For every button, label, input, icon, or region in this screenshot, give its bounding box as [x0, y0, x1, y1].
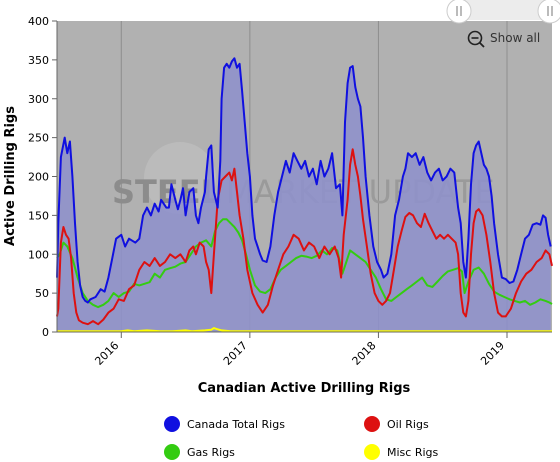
x-tick-label-2019: 2019 [478, 339, 507, 368]
legend-label-canada-total-rigs: Canada Total Rigs [187, 418, 285, 431]
y-tick-label-150: 150 [28, 209, 49, 222]
series-line-misc-rigs[interactable] [57, 327, 552, 333]
series-layer [56, 57, 553, 333]
legend-label-gas-rigs: Gas Rigs [187, 446, 235, 459]
navigator-track [455, 0, 552, 20]
x-axis-title: Canadian Active Drilling Rigs [198, 381, 411, 396]
x-tick-label-2016: 2016 [92, 339, 121, 368]
x-tick-label-2018: 2018 [350, 339, 379, 368]
legend-marker-gas-rigs [164, 444, 180, 460]
y-tick-label-200: 200 [28, 171, 49, 184]
y-tick-label-50: 50 [35, 287, 49, 300]
y-tick-label-350: 350 [28, 54, 49, 67]
legend-item-canada-total-rigs[interactable]: Canada Total Rigs [164, 416, 285, 432]
y-axis-ticks: 0 50 100 150 200 250 300 350 400 [28, 15, 57, 339]
x-tick-label-2017: 2017 [221, 339, 250, 368]
zoom-out-icon [467, 30, 485, 48]
legend: Canada Total Rigs Oil Rigs Gas Rigs Misc Ri… [164, 416, 439, 460]
y-tick-label-400: 400 [28, 15, 49, 28]
legend-marker-canada-total-rigs [164, 416, 180, 432]
legend-marker-misc-rigs [364, 444, 380, 460]
show-all-button[interactable]: Show all [467, 30, 541, 48]
y-tick-label-0: 0 [42, 326, 49, 339]
navigator-left-handle[interactable] [446, 0, 472, 24]
y-tick-label-100: 100 [28, 248, 49, 261]
navigator-right-handle[interactable] [537, 0, 560, 24]
legend-item-gas-rigs[interactable]: Gas Rigs [164, 444, 235, 460]
legend-item-misc-rigs[interactable]: Misc Rigs [364, 444, 439, 460]
x-axis-ticks: 2016 2017 2018 2019 [92, 332, 508, 368]
y-axis-title: Active Drilling Rigs [3, 106, 18, 246]
legend-label-oil-rigs: Oil Rigs [387, 418, 429, 431]
range-navigator[interactable] [446, 0, 560, 24]
legend-item-oil-rigs[interactable]: Oil Rigs [364, 416, 429, 432]
show-all-label: Show all [490, 31, 540, 45]
y-tick-label-250: 250 [28, 132, 49, 145]
y-tick-label-300: 300 [28, 93, 49, 106]
series-line-oil-rigs[interactable] [56, 148, 553, 326]
watermark-logo [144, 142, 216, 214]
series-line-gas-rigs[interactable] [56, 218, 553, 309]
series-line-canada-total-rigs[interactable] [56, 57, 552, 304]
legend-marker-oil-rigs [364, 416, 380, 432]
legend-label-misc-rigs: Misc Rigs [387, 446, 439, 459]
